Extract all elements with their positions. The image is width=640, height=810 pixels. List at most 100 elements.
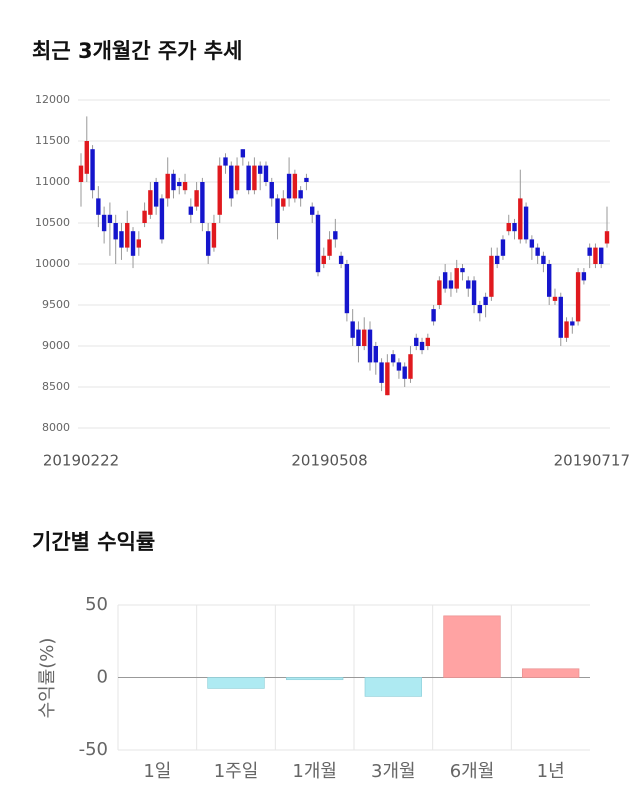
candle-body <box>442 272 448 289</box>
candle-body <box>506 223 511 232</box>
candle-body <box>96 198 101 215</box>
candle-body <box>78 165 84 182</box>
candle-body <box>298 190 303 199</box>
candle-body <box>194 190 199 207</box>
bar <box>285 677 344 681</box>
chart-title: 기간별 수익률 <box>32 530 155 554</box>
candle-body <box>263 165 269 182</box>
y-tick-label: 0 <box>97 667 108 688</box>
candle-body <box>165 173 170 199</box>
candle-body <box>321 255 326 264</box>
candle-body <box>523 206 529 240</box>
candle-body <box>414 337 419 346</box>
candle-body <box>275 198 280 223</box>
candle-body <box>529 239 535 248</box>
candle-body <box>229 165 234 199</box>
candle-body <box>575 272 581 322</box>
candle-body <box>466 280 471 289</box>
candle-body <box>408 354 413 379</box>
x-tick-label: 20190222 <box>43 452 119 470</box>
candle-body <box>281 198 286 207</box>
candle-body <box>310 206 315 215</box>
candle-body <box>402 366 407 379</box>
candle-body <box>182 182 188 191</box>
x-tick-label: 20190508 <box>291 452 367 470</box>
bar <box>364 677 423 697</box>
candle-body <box>125 223 130 248</box>
candle-body <box>425 337 431 346</box>
candle-body <box>489 255 494 297</box>
candle-body <box>448 280 454 289</box>
candle-body <box>518 198 523 240</box>
candle-body <box>477 305 483 314</box>
candle-body <box>223 157 228 166</box>
x-tick-label: 3개월 <box>371 761 416 782</box>
candle-body <box>200 182 205 223</box>
candle-body <box>113 223 118 240</box>
candle-body <box>217 165 222 215</box>
candle-body <box>356 329 361 346</box>
candle-body <box>315 214 321 273</box>
candle-body <box>153 182 159 207</box>
candle-body <box>593 247 598 264</box>
y-axis-label: 수익률(%) <box>37 638 58 719</box>
x-tick-label: 6개월 <box>450 761 495 782</box>
candle-body <box>599 247 604 264</box>
candle-body <box>338 255 344 264</box>
candle-body <box>419 341 425 351</box>
candle-body <box>471 280 477 305</box>
candle-body <box>494 255 500 264</box>
candle-body <box>362 329 367 346</box>
candle-body <box>90 149 95 191</box>
bar <box>521 668 580 678</box>
y-tick-label: 9000 <box>42 339 70 352</box>
candle-body <box>437 280 442 305</box>
candle-body <box>205 231 211 256</box>
y-tick-label: 11500 <box>35 134 70 147</box>
candle-body <box>512 223 517 232</box>
candle-body <box>581 272 587 281</box>
candle-body <box>333 231 338 240</box>
candle-body <box>587 247 592 256</box>
candle-body <box>546 264 552 297</box>
y-tick-label: 10500 <box>35 216 70 229</box>
candle-body <box>570 321 575 326</box>
candle-body <box>269 182 274 199</box>
x-tick-label: 20190717 <box>554 452 630 470</box>
y-tick-label: -50 <box>79 739 108 760</box>
candle-body <box>136 239 142 248</box>
candle-body <box>385 362 390 396</box>
candle-body <box>541 255 546 264</box>
candle-body <box>396 362 402 371</box>
candle-body <box>246 165 251 191</box>
candle-body <box>390 354 396 363</box>
candle-body <box>373 346 378 363</box>
candle-body <box>84 141 89 174</box>
candle-body <box>130 231 136 256</box>
candle-body <box>379 362 384 383</box>
candle-body <box>257 165 263 174</box>
candle-body <box>500 239 506 256</box>
candle-body <box>350 321 355 338</box>
y-tick-label: 50 <box>85 594 108 615</box>
x-tick-label: 1주일 <box>214 761 259 782</box>
y-tick-label: 11000 <box>35 175 70 188</box>
candle-body <box>252 165 257 191</box>
candle-body <box>564 321 569 338</box>
chart-title: 최근 3개월간 주가 추세 <box>32 39 242 63</box>
candle-body <box>292 173 298 199</box>
candle-body <box>159 198 165 240</box>
candle-body <box>535 247 540 256</box>
candle-body <box>142 210 147 223</box>
candle-body <box>344 264 350 314</box>
candle-body <box>304 177 309 182</box>
y-tick-label: 12000 <box>35 93 70 106</box>
candle-body <box>119 231 124 248</box>
candle-body <box>483 296 488 305</box>
x-tick-label: 1년 <box>537 761 565 782</box>
candle-body <box>327 239 332 256</box>
candle-body <box>234 165 240 191</box>
y-tick-label: 10000 <box>35 257 70 270</box>
candle-body <box>107 214 113 223</box>
